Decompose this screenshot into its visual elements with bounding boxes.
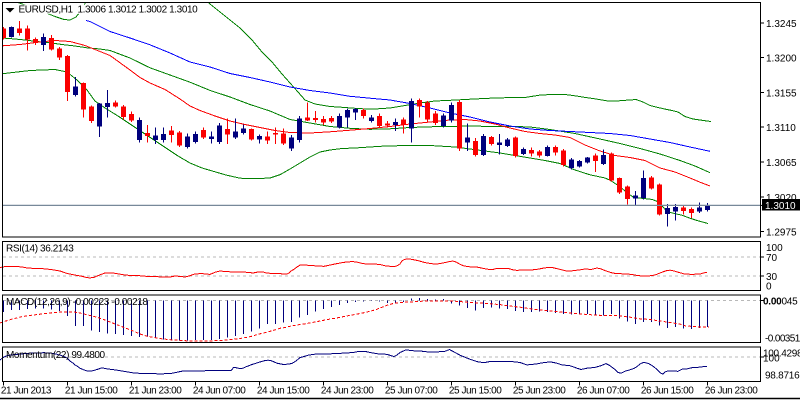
svg-text:-0.00351: -0.00351 xyxy=(765,333,800,344)
svg-text:70: 70 xyxy=(766,253,778,264)
svg-text:0.00045: 0.00045 xyxy=(763,297,798,308)
svg-text:100: 100 xyxy=(766,243,783,254)
svg-text:0: 0 xyxy=(766,282,772,293)
svg-text:21 Jun 15:00: 21 Jun 15:00 xyxy=(65,386,118,397)
svg-text:21 Jun 2013: 21 Jun 2013 xyxy=(1,386,52,397)
svg-text:98.8716: 98.8716 xyxy=(765,371,800,382)
svg-text:21 Jun 23:00: 21 Jun 23:00 xyxy=(129,386,182,397)
svg-text:1.3020: 1.3020 xyxy=(766,193,797,204)
svg-text:24 Jun 07:00: 24 Jun 07:00 xyxy=(193,386,246,397)
svg-text:1.3065: 1.3065 xyxy=(766,158,797,169)
svg-text:24 Jun 15:00: 24 Jun 15:00 xyxy=(257,386,310,397)
svg-text:1.2975: 1.2975 xyxy=(766,228,797,239)
svg-text:1.3200: 1.3200 xyxy=(766,54,797,65)
svg-text:26 Jun 15:00: 26 Jun 15:00 xyxy=(641,386,694,397)
svg-text:Momentum(22) 99.4800: Momentum(22) 99.4800 xyxy=(6,350,106,361)
svg-text:25 Jun 15:00: 25 Jun 15:00 xyxy=(449,386,502,397)
svg-text:26 Jun 07:00: 26 Jun 07:00 xyxy=(577,386,630,397)
svg-text:1.3110: 1.3110 xyxy=(766,123,796,134)
svg-text:25 Jun 07:00: 25 Jun 07:00 xyxy=(385,386,438,397)
svg-text:24 Jun 23:00: 24 Jun 23:00 xyxy=(321,386,374,397)
svg-text:1.3155: 1.3155 xyxy=(766,88,797,99)
svg-text:26 Jun 23:00: 26 Jun 23:00 xyxy=(705,386,758,397)
svg-text:EURUSD,H1 1.3006 1.3012 1.300: EURUSD,H1 1.3006 1.3012 1.3002 1.3010 xyxy=(19,5,199,16)
svg-text:100.4298: 100.4298 xyxy=(763,349,800,360)
svg-text:MACD(12,26,9) -0.00223 -0.0021: MACD(12,26,9) -0.00223 -0.00218 xyxy=(6,297,148,308)
svg-text:RSI(14) 36.2143: RSI(14) 36.2143 xyxy=(6,244,74,255)
svg-text:1.3010: 1.3010 xyxy=(765,201,796,212)
svg-text:100: 100 xyxy=(763,354,780,365)
svg-text:25 Jun 23:00: 25 Jun 23:00 xyxy=(513,386,566,397)
svg-text:30: 30 xyxy=(766,272,778,283)
svg-text:1.3245: 1.3245 xyxy=(766,19,797,30)
